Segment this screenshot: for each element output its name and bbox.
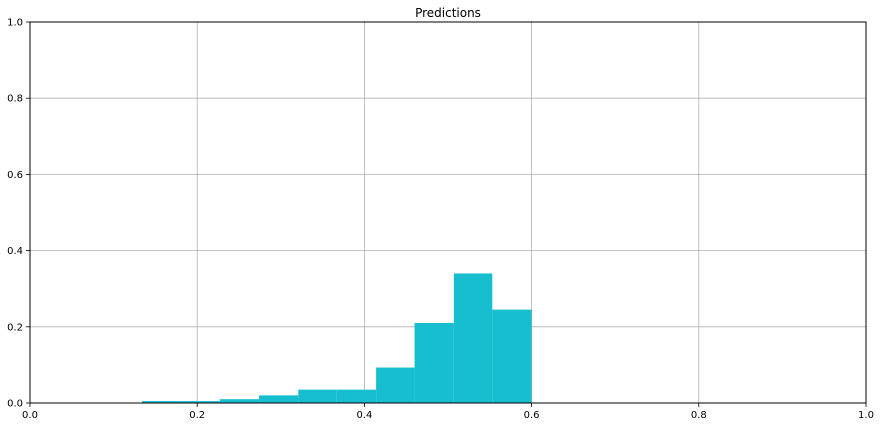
y-tick-label: 0.6 [7,170,23,181]
y-tick-label: 0.2 [7,322,23,333]
y-axis: 0.0 0.2 0.4 0.6 0.8 1.0 [7,18,30,410]
x-tick-label: 0.8 [691,410,707,421]
y-tick-label: 1.0 [7,18,23,29]
histogram-bar [259,395,299,403]
x-tick-label: 0.0 [22,410,38,421]
plot-frame [29,21,867,404]
histogram-bar [142,401,182,403]
y-tick-label: 0.0 [7,399,23,410]
x-tick-label: 0.2 [189,410,205,421]
histogram-bar [492,309,532,403]
x-axis: 0.0 0.2 0.4 0.6 0.8 1.0 [22,403,874,421]
histogram-bars [142,273,532,403]
y-tick-label: 0.4 [7,246,23,257]
histogram-bar [219,399,260,403]
histogram-bar [453,273,493,403]
histogram-bar [414,322,454,403]
histogram-bar [336,389,377,403]
x-tick-label: 0.6 [524,410,540,421]
x-tick-label: 1.0 [858,410,874,421]
y-tick-label: 0.8 [7,94,23,105]
histogram-bar [298,389,337,403]
chart-title: Predictions [415,6,481,20]
x-tick-label: 0.4 [356,410,372,421]
histogram-bar [376,367,415,403]
histogram-bar [181,401,220,403]
